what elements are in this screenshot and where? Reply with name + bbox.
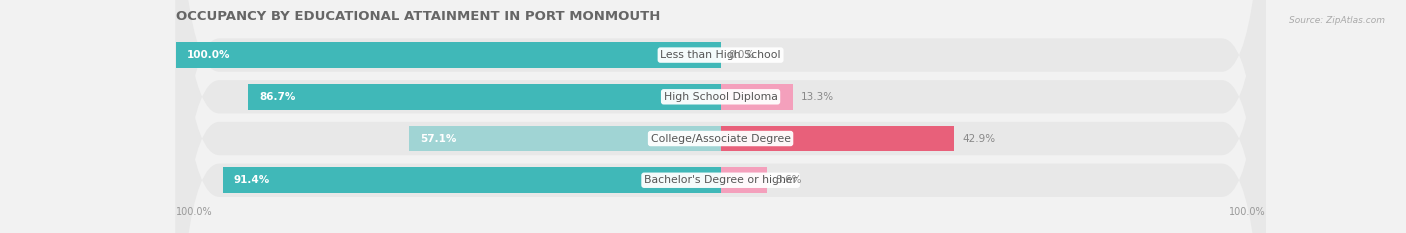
Text: Less than High School: Less than High School	[661, 50, 780, 60]
Bar	[222, 167, 721, 193]
Text: Bachelor's Degree or higher: Bachelor's Degree or higher	[644, 175, 797, 185]
Text: 0.0%: 0.0%	[728, 50, 755, 60]
Text: College/Associate Degree: College/Associate Degree	[651, 134, 790, 144]
Text: OCCUPANCY BY EDUCATIONAL ATTAINMENT IN PORT MONMOUTH: OCCUPANCY BY EDUCATIONAL ATTAINMENT IN P…	[176, 10, 661, 23]
Bar	[176, 42, 721, 68]
Bar	[249, 84, 721, 110]
Text: 100.0%: 100.0%	[1229, 207, 1265, 217]
Text: High School Diploma: High School Diploma	[664, 92, 778, 102]
Text: 86.7%: 86.7%	[259, 92, 295, 102]
Text: 100.0%: 100.0%	[187, 50, 231, 60]
Bar	[721, 126, 955, 151]
Bar	[409, 126, 721, 151]
Text: Source: ZipAtlas.com: Source: ZipAtlas.com	[1289, 16, 1385, 25]
FancyBboxPatch shape	[176, 0, 1265, 233]
Text: 57.1%: 57.1%	[420, 134, 457, 144]
FancyBboxPatch shape	[176, 0, 1265, 233]
Text: 42.9%: 42.9%	[963, 134, 995, 144]
Text: 91.4%: 91.4%	[233, 175, 270, 185]
Bar	[721, 84, 793, 110]
Text: 100.0%: 100.0%	[176, 207, 212, 217]
Text: 13.3%: 13.3%	[801, 92, 834, 102]
FancyBboxPatch shape	[176, 0, 1265, 233]
Text: 8.6%: 8.6%	[776, 175, 801, 185]
Bar	[721, 167, 768, 193]
FancyBboxPatch shape	[176, 0, 1265, 233]
